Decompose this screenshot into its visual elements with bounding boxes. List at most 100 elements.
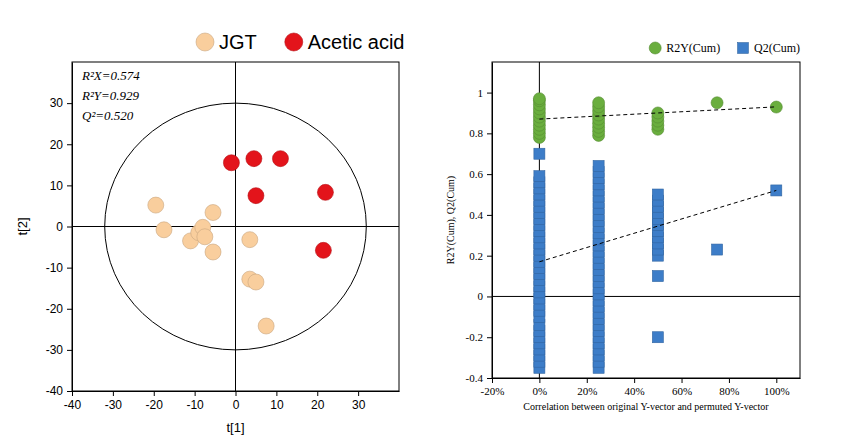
x-tick-mark — [358, 391, 359, 396]
y-tick-mark — [487, 296, 492, 297]
point — [652, 271, 663, 282]
y-axis-line — [492, 63, 493, 379]
x-tick-mark — [317, 391, 318, 396]
y-axis-title: t[2] — [15, 217, 30, 235]
legend-marker — [196, 33, 214, 51]
series-1 — [223, 151, 333, 259]
x-tick-mark — [776, 378, 777, 383]
x-tick-label: 0 — [233, 398, 240, 412]
y-tick-label: 20 — [50, 138, 64, 152]
y-tick-mark — [67, 185, 72, 186]
x-axis: -20%0%20%40%60%80%100% — [481, 378, 801, 397]
plot-frame — [72, 62, 399, 391]
series-0 — [533, 93, 782, 144]
x-tick: 20 — [311, 391, 325, 412]
y-axis: -0.4-0.200.20.40.60.81 — [466, 63, 493, 385]
y-tick-label: -40 — [46, 384, 64, 398]
y-tick: 0.6 — [469, 168, 492, 180]
x-tick-mark — [492, 378, 493, 383]
x-tick: -40 — [64, 391, 82, 412]
x-tick-label: -20 — [146, 398, 164, 412]
y-tick: 20 — [50, 138, 72, 152]
legend-label: Acetic acid — [308, 31, 405, 53]
point — [246, 151, 262, 167]
y-axis: -40 -30 -20 -10 0 10 20 30 — [46, 63, 73, 399]
y-tick-label: 10 — [50, 179, 64, 193]
x-tick-mark — [113, 391, 114, 396]
y-tick: 0.2 — [469, 250, 492, 262]
x-tick: -20 — [146, 391, 164, 412]
x-tick-mark — [587, 378, 588, 383]
y-tick: -10 — [46, 261, 72, 275]
point — [652, 189, 663, 200]
point — [156, 222, 172, 238]
x-tick-mark — [634, 378, 635, 383]
y-tick-label: 0 — [56, 220, 63, 234]
point — [711, 97, 723, 109]
legend-marker — [738, 43, 749, 54]
y-tick: -40 — [46, 384, 72, 398]
y-axis-title: R2Y(Cum), Q2(Cum) — [445, 176, 457, 264]
x-tick: -30 — [105, 391, 123, 412]
x-tick-label: 60% — [672, 385, 692, 397]
point — [248, 188, 264, 204]
point — [593, 160, 604, 171]
y-tick-mark — [487, 256, 492, 257]
point — [534, 171, 545, 182]
y-tick-label: -0.2 — [466, 331, 483, 343]
x-tick-mark — [729, 378, 730, 383]
x-tick-label: 20% — [577, 385, 597, 397]
y-axis-line — [72, 63, 73, 392]
x-tick-label: 40% — [625, 385, 645, 397]
y-tick-mark — [487, 133, 492, 134]
point — [315, 242, 331, 258]
x-tick-mark — [276, 391, 277, 396]
x-tick-mark — [154, 391, 155, 396]
y-tick-label: 30 — [50, 96, 64, 110]
y-tick: -0.4 — [466, 372, 492, 384]
point — [223, 155, 239, 171]
x-tick: 0% — [533, 378, 548, 397]
y-tick: 10 — [50, 179, 72, 193]
y-tick-label: 0.6 — [469, 168, 483, 180]
x-axis: -40-30-20-100102030 — [64, 391, 400, 412]
annotation: R²X=0.574 — [81, 68, 140, 83]
y-tick: -0.2 — [466, 331, 492, 343]
x-tick-mark — [682, 378, 683, 383]
y-tick-label: -0.4 — [466, 372, 484, 384]
y-tick: 0 — [56, 220, 72, 234]
trend-line — [539, 190, 776, 261]
y-tick-mark — [67, 268, 72, 269]
point — [533, 93, 545, 105]
x-tick-mark — [72, 391, 73, 396]
trend-line — [539, 107, 776, 119]
y-tick-mark — [487, 93, 492, 94]
point — [258, 318, 274, 334]
x-tick: -20% — [481, 378, 505, 397]
y-tick-label: 0.8 — [469, 127, 483, 139]
x-tick-label: 20 — [311, 398, 325, 412]
x-tick-mark — [195, 391, 196, 396]
x-tick-label: -10 — [186, 398, 204, 412]
legend-label: R2Y(Cum) — [666, 41, 720, 55]
x-tick: 10 — [270, 391, 284, 412]
y-tick-mark — [67, 103, 72, 104]
x-tick: -10 — [186, 391, 204, 412]
point — [652, 332, 663, 343]
legend-entry: Q2(Cum) — [738, 41, 800, 55]
plot-frame — [492, 62, 800, 378]
y-tick-label: -20 — [46, 302, 64, 316]
y-tick-mark — [487, 215, 492, 216]
x-tick: 20% — [577, 378, 597, 397]
y-tick-label: -30 — [46, 343, 64, 357]
x-tick-mark — [236, 391, 237, 396]
y-tick-mark — [67, 144, 72, 145]
series-1 — [534, 148, 782, 373]
y-tick-mark — [487, 378, 492, 379]
y-tick: 0.4 — [469, 209, 492, 221]
chart-0: -40 -30 -20 -10 0 10 20 30-40 -30 -20 -10 0 10 20 30 t[… — [15, 31, 404, 435]
plot-area — [492, 62, 800, 378]
legend-entry: R2Y(Cum) — [649, 41, 720, 55]
point — [272, 151, 288, 167]
y-tick-mark — [487, 337, 492, 338]
